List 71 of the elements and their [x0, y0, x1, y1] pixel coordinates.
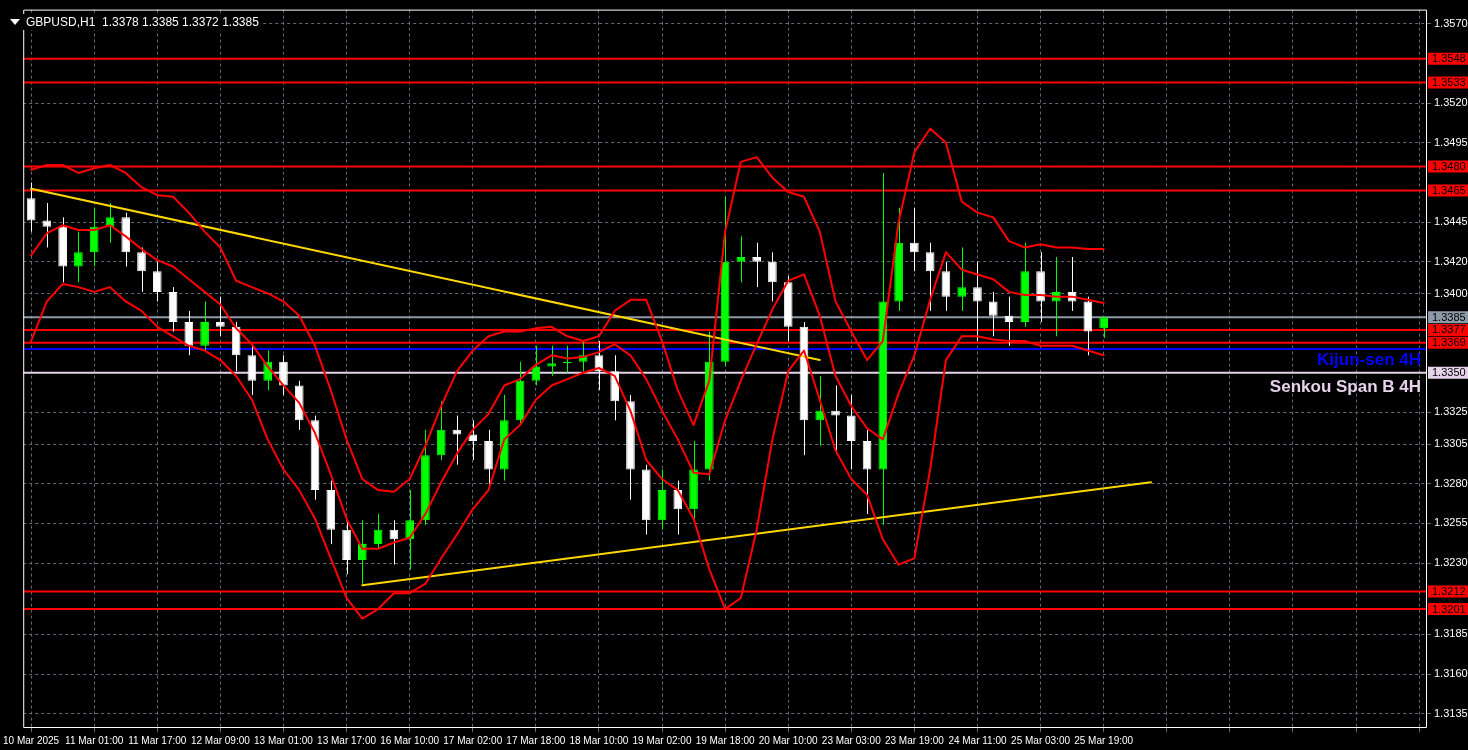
x-tick-label: 13 Mar 01:00: [253, 734, 314, 746]
ref-line-label: 1.3533: [1432, 76, 1466, 89]
ref-line-label: 1.3369: [1432, 336, 1466, 349]
candlestick: [973, 261, 982, 342]
x-tick-label: 11 Mar 17:00: [128, 734, 187, 746]
annotation: Senkou Span B 4H: [1269, 377, 1421, 397]
y-tick-label: 1.3420: [1434, 254, 1468, 267]
x-tick-label: 20 Mar 10:00: [758, 734, 819, 746]
x-tick-label: 17 Mar 18:00: [506, 734, 566, 746]
y-tick-label: 1.3520: [1434, 96, 1468, 109]
candlestick: [736, 235, 746, 283]
candlestick: [436, 400, 446, 461]
candlestick: [941, 261, 951, 312]
ref-line-label: 1.3350: [1432, 366, 1466, 379]
x-tick-label: 23 Mar 03:00: [821, 734, 882, 746]
ref-line-label: 1.3377: [1432, 323, 1466, 336]
candlestick: [152, 261, 162, 302]
y-tick-label: 1.3160: [1434, 667, 1468, 680]
x-tick-label: 25 Mar 03:00: [1011, 734, 1071, 746]
ref-line-label: 1.3548: [1432, 52, 1466, 65]
x-tick-label: 25 Mar 19:00: [1074, 734, 1134, 746]
x-tick-label: 19 Mar 02:00: [632, 734, 692, 746]
candlestick: [89, 207, 99, 268]
text: GBPUSD,H1 1.3378 1.3385 1.3372 1.3385: [26, 15, 259, 29]
candlestick: [531, 345, 541, 386]
y-tick-label: 1.3570: [1434, 16, 1468, 29]
x-tick-label: 18 Mar 10:00: [569, 734, 629, 746]
x-tick-label: 24 Mar 11:00: [948, 734, 1007, 746]
y-tick-label: 1.3230: [1434, 556, 1468, 569]
ref-line-label: 1.3201: [1432, 602, 1466, 615]
ref-line-label: 1.3385: [1432, 310, 1466, 323]
candlestick: [26, 181, 36, 233]
y-tick-label: 1.3400: [1434, 286, 1468, 299]
candlestick: [200, 300, 209, 352]
candlestick: [831, 384, 840, 451]
candlestick: [247, 345, 257, 396]
candlestick: [846, 394, 856, 470]
ref-line-label: 1.3480: [1432, 160, 1466, 173]
candlestick: [752, 242, 761, 288]
x-tick-label: 11 Mar 01:00: [65, 734, 124, 746]
ref-line-label: Kijun-sen 4H: [1317, 350, 1421, 370]
candlestick: [957, 246, 967, 312]
y-tick-label: 1.3185: [1434, 627, 1468, 640]
x-tick-label: 17 Mar 02:00: [443, 734, 503, 746]
candlestick: [910, 207, 919, 272]
x-tick-label: 23 Mar 19:00: [884, 734, 945, 746]
y-tick-label: 1.3495: [1434, 135, 1468, 148]
x-tick-label: 16 Mar 10:00: [380, 734, 440, 746]
candlestick: [216, 296, 225, 337]
candlestick: [815, 375, 825, 447]
candlestick: [184, 310, 194, 356]
ref-line-label: 1.3465: [1432, 183, 1466, 196]
x-tick-label: 13 Mar 17:00: [317, 734, 377, 746]
x-tick-label: 19 Mar 18:00: [695, 734, 755, 746]
x-tick-label: 12 Mar 09:00: [190, 734, 251, 746]
candlestick: [673, 480, 683, 536]
candlestick: [137, 246, 146, 293]
y-tick-label: 1.3135: [1434, 706, 1468, 719]
candlestick: [988, 291, 998, 337]
candlestick: [74, 231, 83, 283]
y-tick-label: 1.3325: [1434, 405, 1468, 418]
y-tick-label: 1.3280: [1434, 476, 1468, 489]
candlestick: [279, 354, 288, 396]
candlestick: [768, 251, 777, 302]
ref-line-label: 1.3212: [1432, 585, 1466, 598]
x-tick-label: 10 Mar 2025: [3, 734, 60, 746]
y-tick-label: 1.3305: [1434, 437, 1468, 450]
y-tick-label: 1.3255: [1434, 516, 1468, 529]
candlestick: [452, 415, 462, 466]
candlestick: [468, 419, 478, 461]
y-tick-label: 1.3445: [1434, 215, 1468, 228]
